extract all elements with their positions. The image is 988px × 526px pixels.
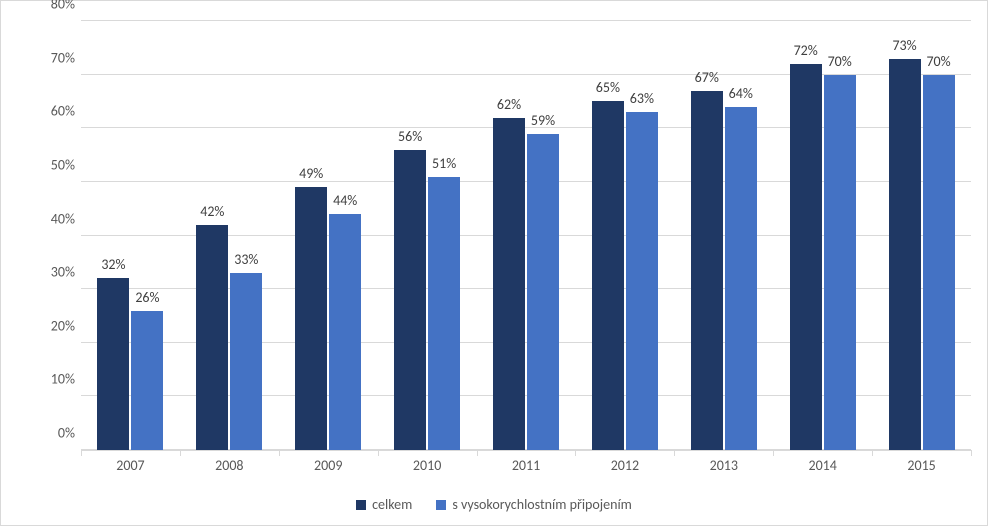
bar-value-label: 67%	[695, 69, 719, 86]
bar: 32%	[97, 278, 129, 450]
bar: 26%	[131, 311, 163, 450]
legend-label: celkem	[372, 496, 412, 513]
bar-value-label: 73%	[892, 37, 916, 54]
bar-value-label: 70%	[926, 53, 950, 70]
bar-value-label: 42%	[200, 203, 224, 220]
y-axis-label: 20%	[31, 317, 75, 334]
y-axis-label: 50%	[31, 156, 75, 173]
bar-group: 62%59%	[477, 21, 576, 450]
x-axis-label: 2009	[279, 457, 378, 474]
bar-group: 32%26%	[81, 21, 180, 450]
plot-area: 0% 10% 20% 30% 40% 50% 60% 70% 80% 32%26…	[81, 21, 971, 451]
bar-value-label: 64%	[729, 85, 753, 102]
legend-swatch	[356, 500, 366, 510]
bar: 51%	[428, 177, 460, 450]
legend-item: celkem	[356, 496, 412, 513]
bar: 44%	[329, 214, 361, 450]
x-axis-labels: 200720082009201020112012201320142015	[81, 457, 971, 474]
bar-value-label: 70%	[828, 53, 852, 70]
y-axis-label: 70%	[31, 49, 75, 66]
bar: 56%	[394, 150, 426, 450]
bar-groups: 32%26%42%33%49%44%56%51%62%59%65%63%67%6…	[81, 21, 971, 450]
bar: 65%	[592, 101, 624, 450]
x-axis-label: 2013	[674, 457, 773, 474]
bar: 72%	[790, 64, 822, 450]
y-axis-label: 30%	[31, 264, 75, 281]
bar-group: 56%51%	[378, 21, 477, 450]
bar: 59%	[527, 134, 559, 450]
bar: 67%	[691, 91, 723, 450]
bar-group: 72%70%	[773, 21, 872, 450]
bar-value-label: 62%	[497, 96, 521, 113]
legend-swatch	[436, 500, 446, 510]
bar-value-label: 65%	[596, 79, 620, 96]
bar: 73%	[889, 59, 921, 450]
x-axis-label: 2007	[81, 457, 180, 474]
bar-value-label: 59%	[531, 112, 555, 129]
bar: 49%	[295, 187, 327, 450]
x-axis-label: 2011	[477, 457, 576, 474]
bar-value-label: 33%	[234, 251, 258, 268]
bar-group: 42%33%	[180, 21, 279, 450]
bar-chart: 0% 10% 20% 30% 40% 50% 60% 70% 80% 32%26…	[0, 0, 988, 526]
bar: 62%	[493, 118, 525, 450]
bar: 70%	[824, 75, 856, 450]
bar-group: 73%70%	[872, 21, 971, 450]
legend: celkem s vysokorychlostním připojením	[1, 496, 987, 513]
y-axis-label: 60%	[31, 103, 75, 120]
y-axis-label: 10%	[31, 371, 75, 388]
bar-value-label: 51%	[432, 155, 456, 172]
y-axis-label: 80%	[31, 0, 75, 13]
bar-value-label: 44%	[333, 192, 357, 209]
bar-group: 67%64%	[674, 21, 773, 450]
bar-group: 49%44%	[279, 21, 378, 450]
bar: 70%	[923, 75, 955, 450]
bar-value-label: 49%	[299, 165, 323, 182]
legend-label: s vysokorychlostním připojením	[452, 496, 632, 513]
bar: 33%	[230, 273, 262, 450]
x-axis-label: 2015	[872, 457, 971, 474]
x-axis-label: 2014	[773, 457, 872, 474]
bar-value-label: 72%	[794, 42, 818, 59]
x-axis-label: 2008	[180, 457, 279, 474]
y-axis-label: 40%	[31, 210, 75, 227]
bar: 63%	[626, 112, 658, 450]
y-axis-label: 0%	[31, 425, 75, 442]
x-axis-label: 2010	[378, 457, 477, 474]
bar: 42%	[196, 225, 228, 450]
bar-value-label: 56%	[398, 128, 422, 145]
bar-value-label: 32%	[101, 256, 125, 273]
bar: 64%	[725, 107, 757, 450]
bar-value-label: 63%	[630, 90, 654, 107]
x-axis-label: 2012	[575, 457, 674, 474]
bar-value-label: 26%	[135, 289, 159, 306]
bar-group: 65%63%	[575, 21, 674, 450]
legend-item: s vysokorychlostním připojením	[436, 496, 632, 513]
